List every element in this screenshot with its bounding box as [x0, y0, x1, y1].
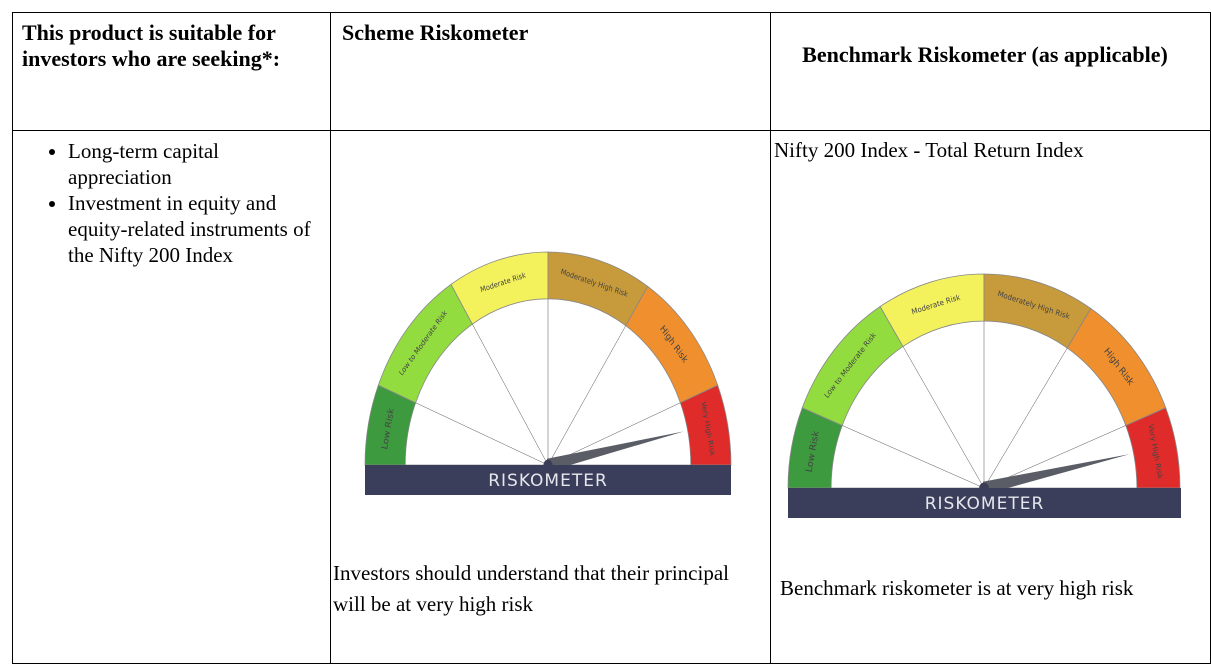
objective: Investment in equity and equity-related …	[68, 190, 322, 268]
objective: Long-term capital appreciation	[68, 138, 322, 190]
gauge-line	[472, 324, 548, 465]
gauge-line	[842, 425, 984, 488]
objectives-cell: Long-term capital appreciation Investmen…	[22, 138, 322, 268]
header-cell: Scheme Riskometer	[342, 20, 529, 45]
benchmark-caption: Benchmark riskometer is at very high ris…	[780, 576, 1134, 600]
scheme-caption: Investors should understand that their p…	[333, 561, 729, 616]
row-divider	[12, 130, 1211, 131]
column-divider	[770, 12, 771, 664]
gauge-line	[903, 346, 984, 488]
needle	[982, 454, 1130, 495]
header-cell: This product is suitable for investors w…	[22, 20, 281, 71]
riskometer-base	[788, 488, 1181, 518]
riskometer-title: RISKOMETER	[488, 471, 608, 491]
gauge-line	[984, 348, 1067, 488]
column-divider	[330, 12, 331, 664]
gauge-line	[416, 403, 548, 465]
needle	[546, 431, 685, 472]
gauge-line	[548, 326, 626, 465]
header-cell: Benchmark Riskometer (as applicable)	[802, 42, 1168, 67]
riskometer-title: RISKOMETER	[925, 494, 1045, 514]
benchmark-name: Nifty 200 Index - Total Return Index	[774, 138, 1084, 162]
riskometer-base	[365, 465, 731, 495]
objectives-list: Long-term capital appreciation Investmen…	[22, 138, 322, 268]
